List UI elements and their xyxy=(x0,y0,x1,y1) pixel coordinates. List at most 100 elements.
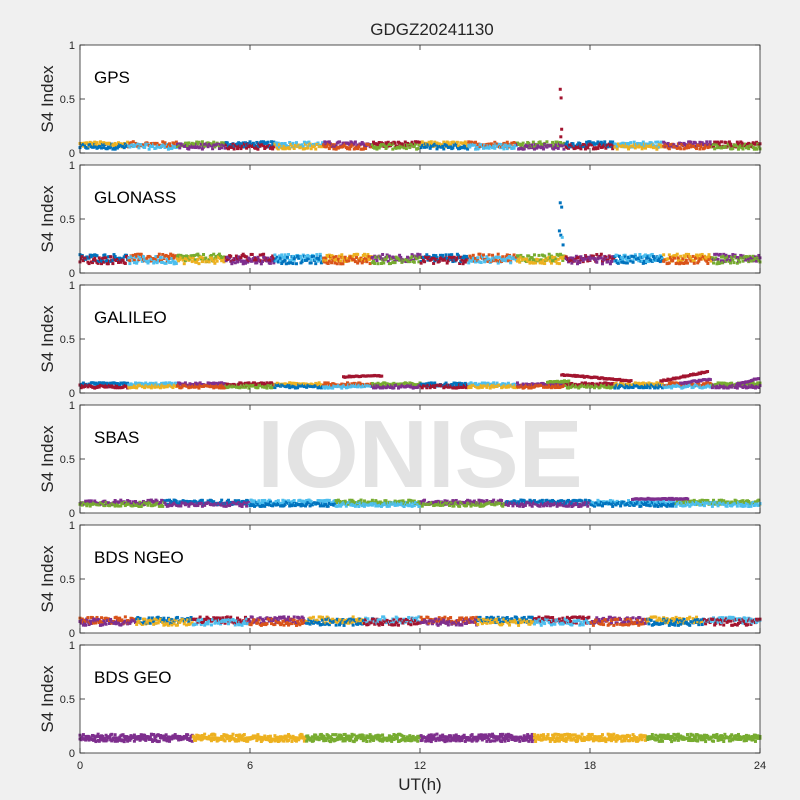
data-point xyxy=(243,141,247,145)
data-point xyxy=(308,255,312,259)
data-point xyxy=(393,261,397,265)
data-point xyxy=(272,140,276,144)
data-point xyxy=(291,141,295,145)
data-point xyxy=(242,145,246,149)
data-point xyxy=(681,257,685,261)
data-point xyxy=(506,503,510,507)
data-point xyxy=(552,503,556,507)
data-point xyxy=(285,255,289,259)
data-point xyxy=(212,252,216,256)
data-point xyxy=(192,253,196,257)
data-point xyxy=(757,145,761,149)
data-point xyxy=(455,252,459,256)
data-point xyxy=(464,386,468,390)
data-point xyxy=(458,381,462,385)
data-point xyxy=(615,253,619,257)
data-point xyxy=(236,147,240,151)
data-point xyxy=(345,385,349,389)
data-point xyxy=(307,500,311,504)
data-point xyxy=(375,383,379,387)
data-point xyxy=(491,383,495,387)
data-point xyxy=(620,255,624,259)
data-point xyxy=(579,255,583,259)
data-point xyxy=(164,253,168,257)
data-point xyxy=(334,499,338,503)
data-point xyxy=(364,146,368,150)
data-point xyxy=(88,504,92,508)
data-point xyxy=(661,386,665,390)
data-point xyxy=(250,259,254,263)
data-point xyxy=(104,256,108,260)
data-point xyxy=(684,146,688,150)
data-point xyxy=(585,140,589,144)
data-point xyxy=(292,257,296,261)
data-point xyxy=(434,500,438,504)
data-point xyxy=(271,259,275,263)
data-point xyxy=(106,262,110,266)
data-point xyxy=(231,260,235,264)
data-point xyxy=(327,147,331,151)
data-point xyxy=(97,256,101,260)
data-point xyxy=(691,254,695,258)
data-point xyxy=(381,252,385,256)
data-point xyxy=(582,143,586,147)
data-point xyxy=(591,254,595,258)
data-point xyxy=(437,142,441,146)
data-point xyxy=(474,147,478,151)
data-point xyxy=(549,144,553,148)
data-point xyxy=(416,140,420,144)
data-point xyxy=(287,499,291,503)
data-point xyxy=(554,383,558,387)
data-point xyxy=(237,255,241,259)
data-point xyxy=(538,499,542,503)
data-point xyxy=(509,261,513,265)
data-point xyxy=(580,499,584,503)
data-point xyxy=(271,143,275,147)
data-point xyxy=(107,141,111,145)
data-point xyxy=(435,256,439,260)
data-point xyxy=(410,255,414,259)
data-point xyxy=(622,261,626,265)
data-point xyxy=(749,256,753,260)
data-point xyxy=(542,258,546,262)
data-point xyxy=(217,252,221,256)
data-point xyxy=(640,259,644,263)
data-point xyxy=(469,381,473,385)
data-point xyxy=(262,501,266,505)
data-point xyxy=(416,147,420,151)
data-point xyxy=(103,253,107,257)
data-point xyxy=(427,255,431,259)
data-point xyxy=(132,144,136,148)
data-point xyxy=(693,503,697,507)
data-point xyxy=(621,141,625,145)
data-point xyxy=(638,252,642,256)
data-point xyxy=(749,385,753,389)
data-point xyxy=(681,143,685,147)
data-point xyxy=(446,141,450,145)
data-point xyxy=(701,257,705,261)
data-point xyxy=(587,255,591,259)
data-point xyxy=(281,147,285,151)
data-point xyxy=(545,504,549,508)
data-point xyxy=(583,147,587,151)
data-point xyxy=(398,253,402,257)
data-point xyxy=(217,386,221,390)
data-point xyxy=(747,385,751,389)
data-point xyxy=(348,147,352,151)
data-point xyxy=(487,257,491,261)
data-point xyxy=(606,385,610,389)
data-point xyxy=(491,253,495,257)
data-point xyxy=(373,384,377,388)
data-point xyxy=(521,141,525,145)
data-point xyxy=(470,259,474,263)
data-point xyxy=(709,259,713,263)
data-point xyxy=(321,141,325,145)
data-point xyxy=(288,141,292,144)
data-point xyxy=(719,255,723,259)
data-point xyxy=(105,259,109,263)
data-point xyxy=(301,145,305,149)
data-point xyxy=(420,386,424,390)
data-point xyxy=(418,255,422,259)
data-point xyxy=(731,147,735,151)
